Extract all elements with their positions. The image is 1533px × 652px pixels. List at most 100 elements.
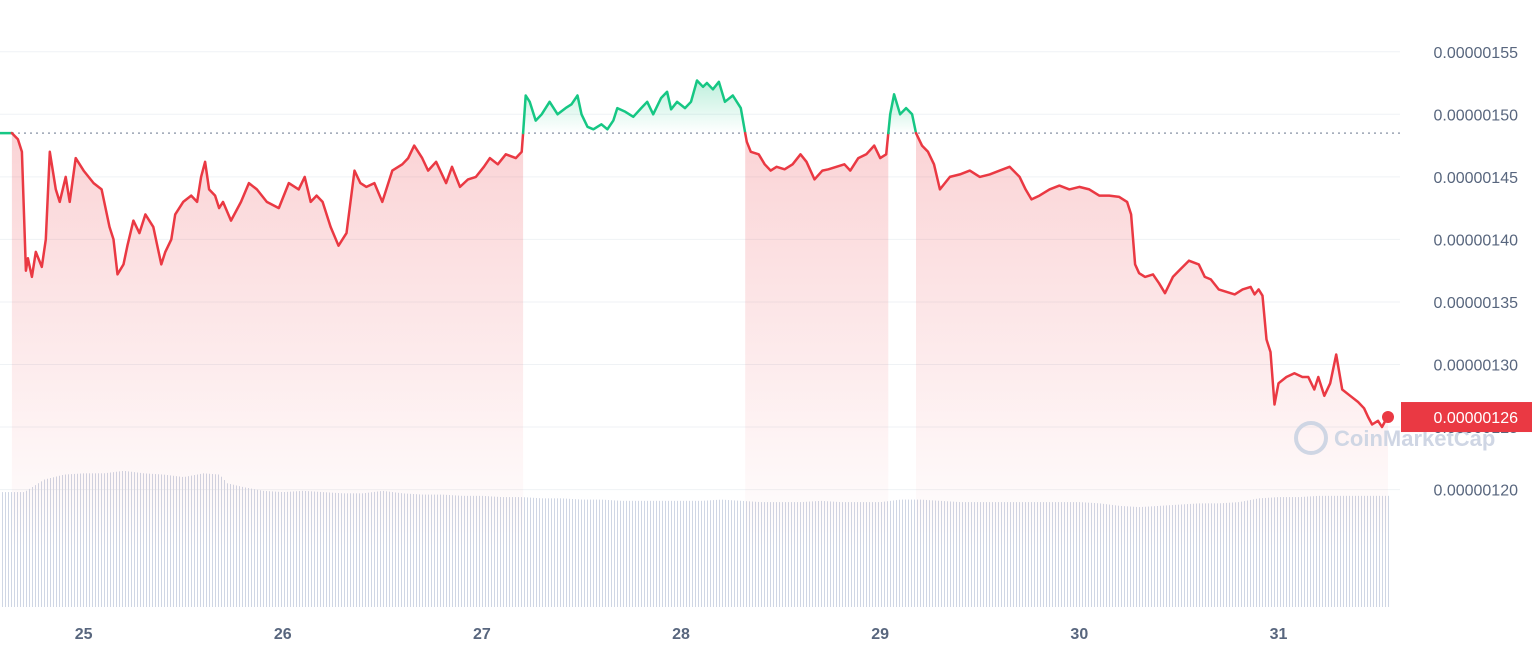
price-area-down: [11, 133, 524, 549]
volume-bar: [782, 502, 783, 607]
volume-bar: [1199, 503, 1200, 607]
volume-bar: [791, 502, 792, 607]
volume-bar: [1064, 502, 1065, 607]
volume-bar: [284, 492, 285, 607]
volume-bar: [911, 499, 912, 607]
y-tick-label: 0.00000130: [1433, 357, 1518, 374]
volume-bar: [725, 499, 726, 607]
volume-bar: [596, 499, 597, 607]
volume-bar: [308, 491, 309, 607]
volume-bar: [350, 493, 351, 607]
volume-bar: [1157, 505, 1158, 607]
volume-bar: [818, 500, 819, 607]
volume-bar: [1319, 495, 1320, 607]
y-tick-label: 0.00000155: [1433, 45, 1518, 62]
volume-bar: [845, 502, 846, 607]
volume-bar: [704, 500, 705, 607]
volume-bar: [602, 499, 603, 607]
volume-bar: [449, 495, 450, 607]
volume-bar: [1358, 495, 1359, 607]
volume-bar: [425, 494, 426, 607]
volume-bar: [1187, 504, 1188, 607]
volume-bar: [353, 493, 354, 607]
volume-bar: [1265, 497, 1266, 607]
volume-bar: [476, 495, 477, 607]
volume-bar: [806, 501, 807, 607]
volume-bar: [632, 500, 633, 607]
volume-bar: [431, 494, 432, 607]
volume-bar: [731, 500, 732, 607]
volume-bar: [1256, 498, 1257, 607]
volume-bar: [1343, 495, 1344, 607]
price-line-down[interactable]: [914, 131, 1390, 429]
volume-bar: [866, 502, 867, 607]
volume-bar: [1010, 502, 1011, 607]
volume-bar: [683, 500, 684, 607]
volume-bar: [1067, 502, 1068, 607]
volume-bar: [374, 491, 375, 607]
volume-bar: [1262, 498, 1263, 607]
volume-bar: [509, 497, 510, 607]
volume-bar: [1154, 506, 1155, 607]
volume-bar: [647, 500, 648, 607]
volume-bar: [1331, 495, 1332, 607]
volume-bar: [440, 494, 441, 607]
volume-bar: [908, 499, 909, 607]
volume-bar: [1274, 497, 1275, 607]
volume-bar: [755, 501, 756, 607]
volume-bar: [1016, 502, 1017, 607]
volume-bar: [851, 502, 852, 607]
volume-bar: [1349, 495, 1350, 607]
volume-bar: [947, 501, 948, 607]
y-tick-label: 0.00000140: [1433, 232, 1518, 249]
volume-bar: [707, 500, 708, 607]
volume-bar: [1124, 506, 1125, 607]
volume-bar: [1085, 502, 1086, 607]
volume-bar: [701, 500, 702, 607]
last-price-badge: 0.00000126: [1401, 402, 1532, 433]
volume-bar: [23, 492, 24, 607]
volume-bar: [1322, 495, 1323, 607]
volume-bar: [437, 494, 438, 607]
volume-bar: [272, 491, 273, 607]
volume-bar: [959, 502, 960, 607]
volume-bar: [812, 501, 813, 607]
volume-bar: [1304, 496, 1305, 607]
volume-bar: [950, 501, 951, 607]
volume-bar: [17, 492, 18, 607]
volume-bar: [722, 499, 723, 607]
volume-bar: [1355, 495, 1356, 607]
volume-bar: [752, 501, 753, 607]
volume-bar: [1133, 506, 1134, 607]
volume-bar: [860, 502, 861, 607]
last-price-dot[interactable]: [1382, 411, 1394, 424]
volume-bar: [299, 491, 300, 607]
volume-bar: [569, 498, 570, 607]
price-line-down[interactable]: [743, 131, 890, 181]
volume-bar: [671, 500, 672, 607]
volume-bar: [833, 501, 834, 607]
price-line-up[interactable]: [521, 79, 747, 135]
volume-bar: [884, 501, 885, 607]
price-lines[interactable]: [0, 79, 1390, 429]
volume-bar: [971, 502, 972, 607]
volume-bar: [332, 492, 333, 607]
volume-bar: [1139, 507, 1140, 607]
volume-bar: [848, 502, 849, 607]
volume-bar: [842, 502, 843, 607]
price-line-down[interactable]: [10, 131, 525, 279]
volume-bar: [890, 500, 891, 607]
volume-bar: [932, 500, 933, 607]
volume-bar: [626, 500, 627, 607]
price-line-up[interactable]: [887, 93, 918, 135]
volume-bar: [1079, 502, 1080, 607]
last-price-label: 0.00000126: [1433, 410, 1518, 427]
volume-bar: [659, 500, 660, 607]
volume-bar: [1082, 502, 1083, 607]
coinmarketcap-logo-icon: [1294, 421, 1328, 455]
volume-bar: [512, 497, 513, 607]
volume-bar: [1049, 502, 1050, 607]
volume-bar: [557, 498, 558, 607]
